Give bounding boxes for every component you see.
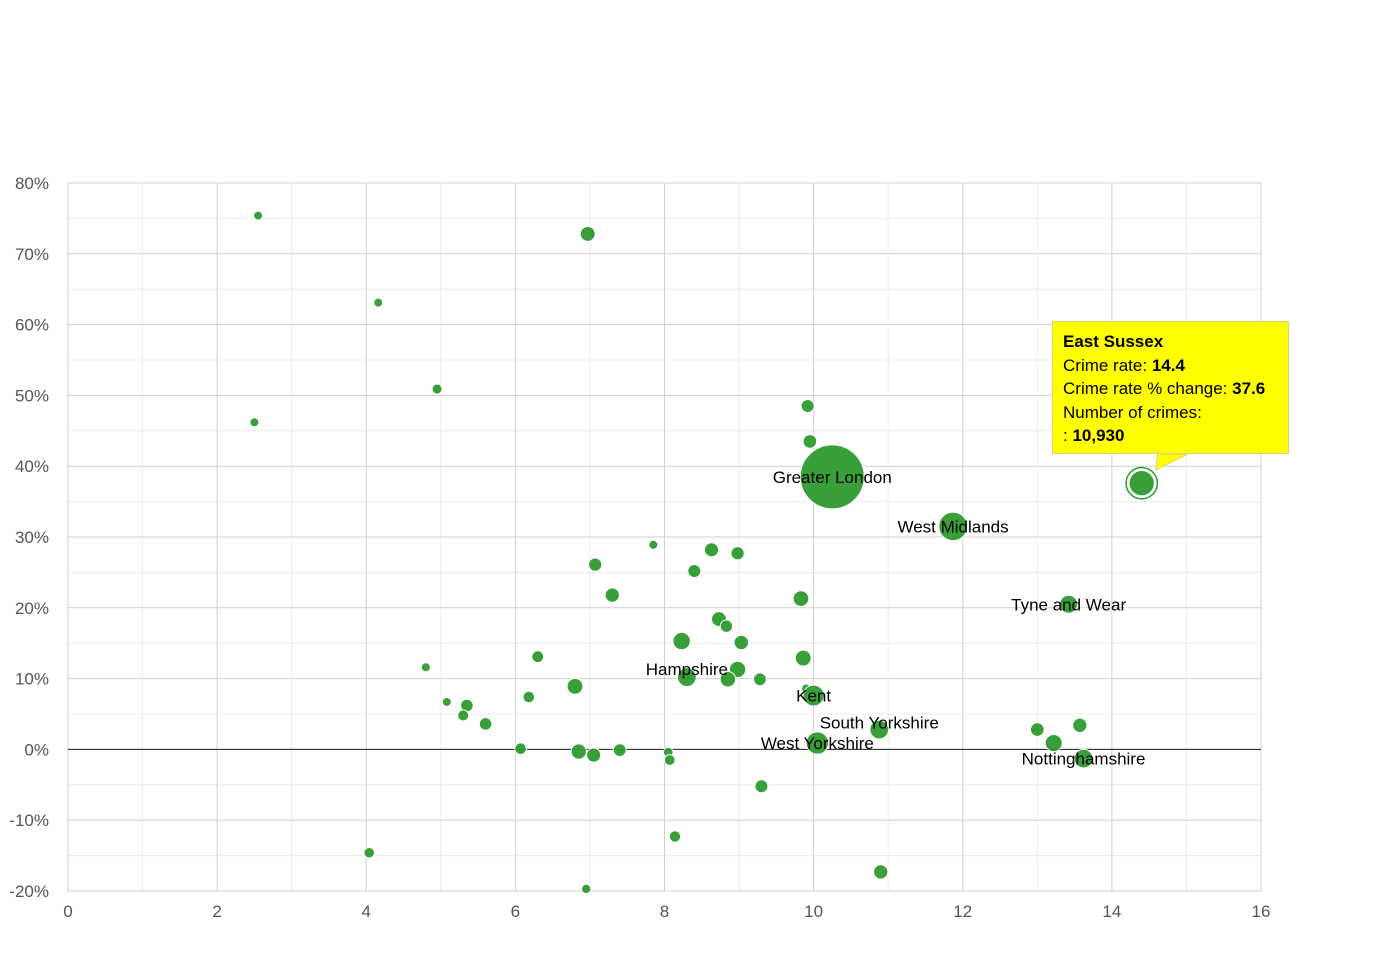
point-label: Greater London [773,468,892,487]
y-tick-label: 70% [15,245,49,264]
data-point[interactable] [373,297,384,308]
data-point[interactable] [873,864,889,880]
data-point[interactable] [1044,733,1063,753]
tick-labels: 0 2 4 6 8 10 12 14 16 -20% -10% 0% 10% 20% 30% 40% 50% 60… [9,174,1270,921]
data-point[interactable] [792,590,810,607]
point-label: South Yorkshire [820,714,939,733]
data-point[interactable] [579,226,596,242]
data-point[interactable] [672,631,691,651]
x-tick-label: 16 [1252,902,1271,921]
tooltip-crime-rate-row: Crime rate: 14.4 [1063,354,1278,378]
data-point[interactable] [522,690,536,704]
tooltip-crimes-prefix: : [1063,426,1068,445]
tooltip: East Sussex Crime rate: 14.4 Crime rate … [1052,321,1289,454]
point-label: Tyne and Wear [1011,595,1126,614]
data-point[interactable] [612,743,627,758]
tooltip-crimes-row: : 10,930 [1063,424,1278,448]
data-point[interactable] [581,883,592,895]
data-point[interactable] [648,539,659,550]
x-tick-label: 4 [362,902,371,921]
tooltip-change-row: Crime rate % change: 37.6 [1063,377,1278,401]
data-point[interactable] [1073,748,1094,769]
data-point[interactable] [719,619,734,633]
data-point[interactable] [531,650,545,664]
data-point[interactable] [253,210,264,221]
data-point[interactable] [586,747,602,763]
data-points [249,210,1159,895]
data-point[interactable] [676,667,697,688]
data-point[interactable] [869,719,890,740]
point-labels: Greater London West Midlands Tyne and Wear… [646,468,1146,769]
data-point[interactable] [753,672,767,687]
data-point[interactable] [800,399,815,414]
data-point[interactable] [805,731,830,755]
y-tick-label: 30% [15,528,49,547]
data-point[interactable] [420,662,431,673]
tooltip-change-value: 37.6 [1232,379,1266,398]
data-point[interactable] [802,434,818,449]
tooltip-change-label: Crime rate % change: [1063,379,1228,398]
x-tick-label: 14 [1102,902,1121,921]
y-tick-label: 40% [15,457,49,476]
data-point[interactable] [1059,594,1079,614]
x-tick-label: 0 [63,902,72,921]
data-point[interactable] [733,634,750,651]
data-point[interactable] [794,649,812,667]
data-point[interactable] [938,511,968,542]
tooltip-pointer [1155,453,1188,472]
point-label: Hampshire [646,660,728,679]
data-point[interactable] [719,671,737,688]
y-tick-label: -10% [9,811,49,830]
x-tick-label: 10 [804,902,823,921]
y-tick-label: 0% [24,740,49,759]
point-label: Nottinghamshire [1022,750,1146,769]
point-label: West Midlands [897,517,1008,536]
highlight-ring [1125,466,1159,500]
y-tick-label: 20% [15,599,49,618]
tooltip-crime-rate-label: Crime rate: [1063,355,1148,375]
data-point[interactable] [1072,717,1088,733]
y-tick-label: 80% [15,174,49,193]
data-point[interactable] [478,717,493,731]
data-point[interactable] [441,696,452,707]
data-point[interactable] [566,677,584,695]
data-point[interactable] [457,709,470,722]
data-point[interactable] [1029,722,1045,737]
y-tick-label: 10% [15,670,49,689]
data-point[interactable] [802,684,825,707]
data-point[interactable] [570,743,587,760]
data-point[interactable] [431,383,443,395]
data-point[interactable] [663,754,676,766]
data-point[interactable] [363,846,376,859]
y-tick-label: -20% [9,882,49,901]
data-point[interactable] [754,779,769,794]
y-tick-label: 50% [15,386,49,405]
data-point[interactable] [730,546,745,561]
y-tick-label: 60% [15,316,49,335]
x-tick-label: 6 [511,902,520,921]
tooltip-crimes-value: 10,930 [1072,426,1125,445]
x-tick-label: 2 [212,902,221,921]
point-label: Kent [796,687,831,706]
data-point[interactable] [588,557,603,572]
data-point[interactable] [249,417,260,428]
data-point[interactable] [604,587,620,603]
x-tick-label: 12 [953,902,972,921]
tooltip-title: East Sussex [1063,332,1164,351]
data-point[interactable] [1128,470,1155,497]
tooltip-crime-rate-value: 14.4 [1151,355,1185,375]
data-point[interactable] [514,742,527,755]
data-point[interactable] [687,563,702,579]
x-tick-label: 8 [660,902,669,921]
tooltip-crimes-label: Number of crimes: [1063,402,1202,422]
data-point[interactable] [703,542,720,558]
data-point[interactable] [799,444,865,510]
point-label: West Yorkshire [761,734,874,753]
data-point[interactable] [668,830,682,843]
